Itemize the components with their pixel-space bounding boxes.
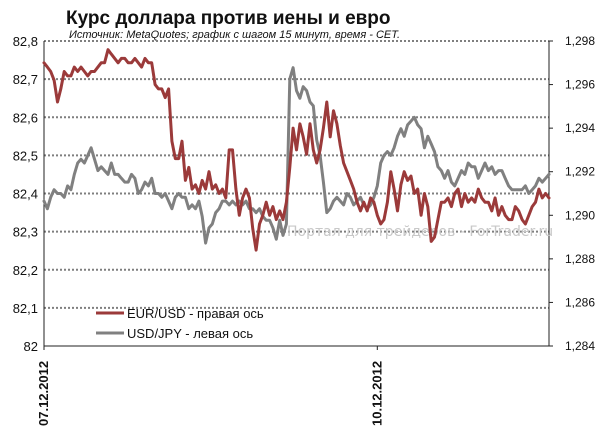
series-line-usdjpy [42, 66, 551, 245]
left-tick-label: 82,2 [13, 263, 38, 278]
x-tick-label: 07.12.2012 [36, 361, 51, 426]
legend-label-eurusd: EUR/USD - правая ось [127, 306, 264, 321]
right-tick-label: 1,290 [565, 208, 595, 222]
legend: EUR/USD - правая ось USD/JPY - левая ось [96, 306, 264, 341]
watermark: Портал для трейдеров - ForTrader.ru [287, 224, 553, 240]
right-tick-label: 1,292 [565, 165, 595, 179]
x-tick-label: 10.12.2012 [369, 361, 384, 426]
left-tick-label: 82,3 [13, 225, 38, 240]
right-tick-label: 1,284 [565, 339, 595, 353]
left-tick-label: 82,8 [13, 34, 38, 49]
grid [44, 40, 549, 309]
series-lines [42, 48, 551, 252]
x-axis-ticks: 07.12.2012 10.12.2012 [36, 346, 384, 426]
legend-label-usdjpy: USD/JPY - левая ось [127, 326, 253, 341]
left-tick-label: 82 [24, 339, 38, 354]
right-axis-ticks: 1,298 1,296 1,294 1,292 1,290 1,288 1,286 1,284 [549, 34, 595, 353]
right-tick-label: 1,298 [565, 34, 595, 48]
right-tick-label: 1,296 [565, 78, 595, 92]
right-tick-label: 1,288 [565, 252, 595, 266]
left-axis-ticks: 82,8 82,7 82,6 82,5 82,4 82,3 82,2 82,1 82 [13, 34, 38, 354]
chart-subtitle: Источник: MetaQuotes; график с шагом 15 … [69, 29, 400, 41]
series-line-eurusd [42, 48, 551, 252]
left-tick-label: 82,6 [13, 110, 38, 125]
left-tick-label: 82,1 [13, 301, 38, 316]
left-tick-label: 82,7 [13, 72, 38, 87]
axes [43, 41, 550, 347]
right-tick-label: 1,286 [565, 295, 595, 309]
left-tick-label: 82,5 [13, 148, 38, 163]
left-tick-label: 82,4 [13, 187, 38, 202]
right-tick-label: 1,294 [565, 121, 595, 135]
chart-title: Курс доллара против иены и евро [66, 8, 391, 29]
